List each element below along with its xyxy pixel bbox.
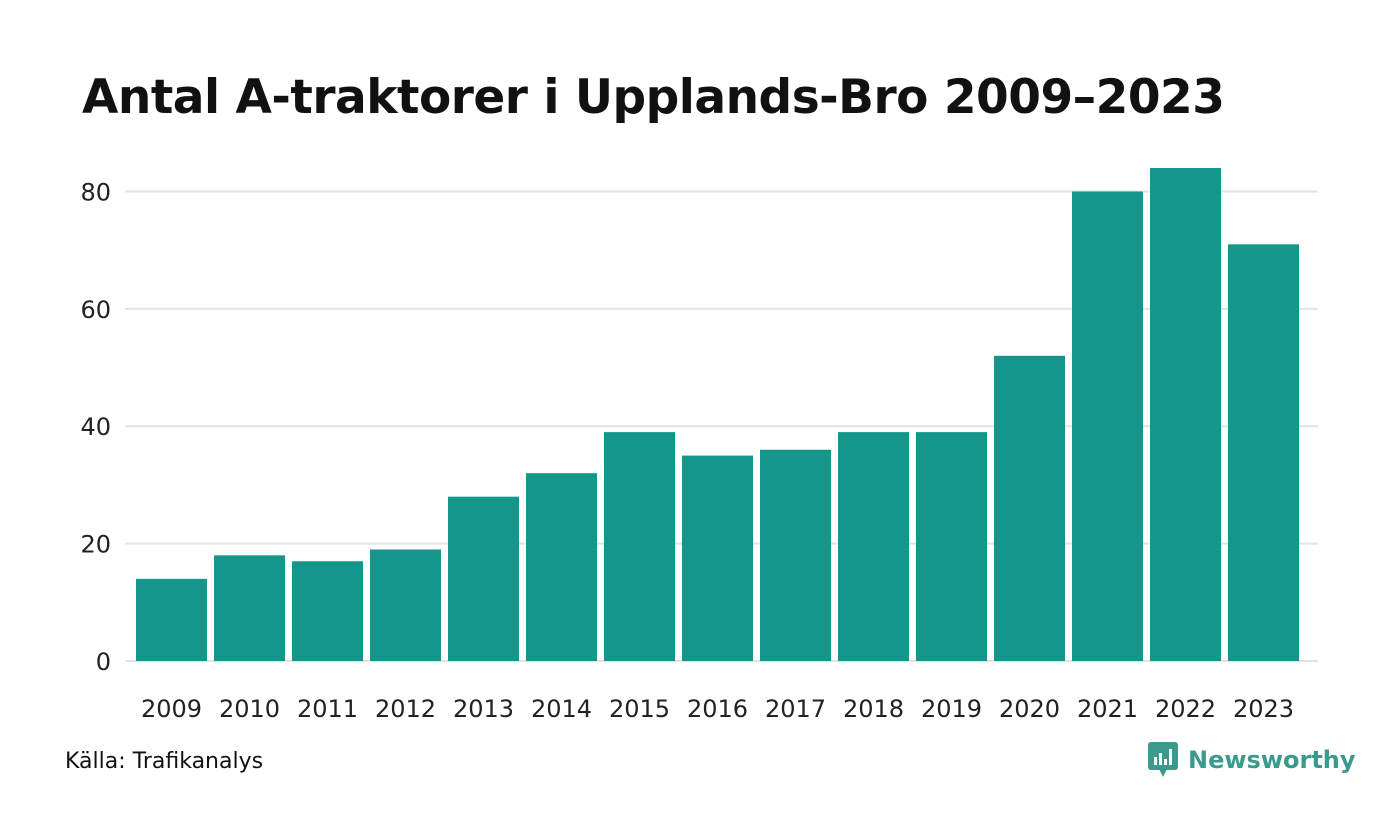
bar-2014[interactable]	[526, 473, 597, 661]
source-note: Källa: Trafikanalys	[65, 749, 264, 774]
y-tick-label: 0	[96, 648, 111, 676]
brand-name: Newsworthy	[1188, 746, 1356, 774]
newsworthy-logo-icon	[1148, 742, 1178, 777]
bar-2020[interactable]	[994, 355, 1065, 661]
bars	[136, 168, 1299, 662]
bar-2010[interactable]	[214, 555, 285, 661]
y-tick-label: 20	[80, 531, 111, 559]
y-tick-label: 80	[80, 178, 111, 206]
x-tick-label: 2015	[609, 695, 670, 723]
x-tick-label: 2022	[1155, 695, 1216, 723]
x-tick-label: 2016	[687, 695, 748, 723]
bar-2012[interactable]	[370, 549, 441, 661]
bar-2023[interactable]	[1228, 244, 1299, 662]
x-tick-label: 2021	[1077, 695, 1138, 723]
x-tick-label: 2018	[843, 695, 904, 723]
x-tick-label: 2011	[297, 695, 358, 723]
x-tick-label: 2020	[999, 695, 1060, 723]
x-tick-label: 2019	[921, 695, 982, 723]
bar-2017[interactable]	[760, 449, 831, 661]
x-tick-label: 2009	[141, 695, 202, 723]
y-tick-label: 60	[80, 296, 111, 324]
x-tick-label: 2013	[453, 695, 514, 723]
x-tick-label: 2010	[219, 695, 280, 723]
bar-2018[interactable]	[838, 432, 909, 661]
chart-title: Antal A-traktorer i Upplands-Bro 2009–20…	[82, 70, 1225, 125]
bar-2022[interactable]	[1150, 168, 1221, 661]
bar-2013[interactable]	[448, 496, 519, 661]
x-tick-label: 2023	[1233, 695, 1294, 723]
bar-2009[interactable]	[136, 578, 207, 661]
x-tick-label: 2012	[375, 695, 436, 723]
bar-2015[interactable]	[604, 432, 675, 661]
bar-2011[interactable]	[292, 561, 363, 661]
bar-2021[interactable]	[1072, 191, 1143, 661]
bar-2019[interactable]	[916, 432, 987, 661]
x-axis-ticks: 2009 2010 2011 2012 2013 2014 2015 2016 2017 2018…	[141, 695, 1294, 723]
x-tick-label: 2017	[765, 695, 826, 723]
brand-logo[interactable]: Newsworthy	[1148, 742, 1356, 778]
y-axis-ticks: 0 20 40 60 80	[80, 178, 111, 676]
bar-2016[interactable]	[682, 455, 753, 661]
y-tick-label: 40	[80, 413, 111, 441]
x-tick-label: 2014	[531, 695, 592, 723]
